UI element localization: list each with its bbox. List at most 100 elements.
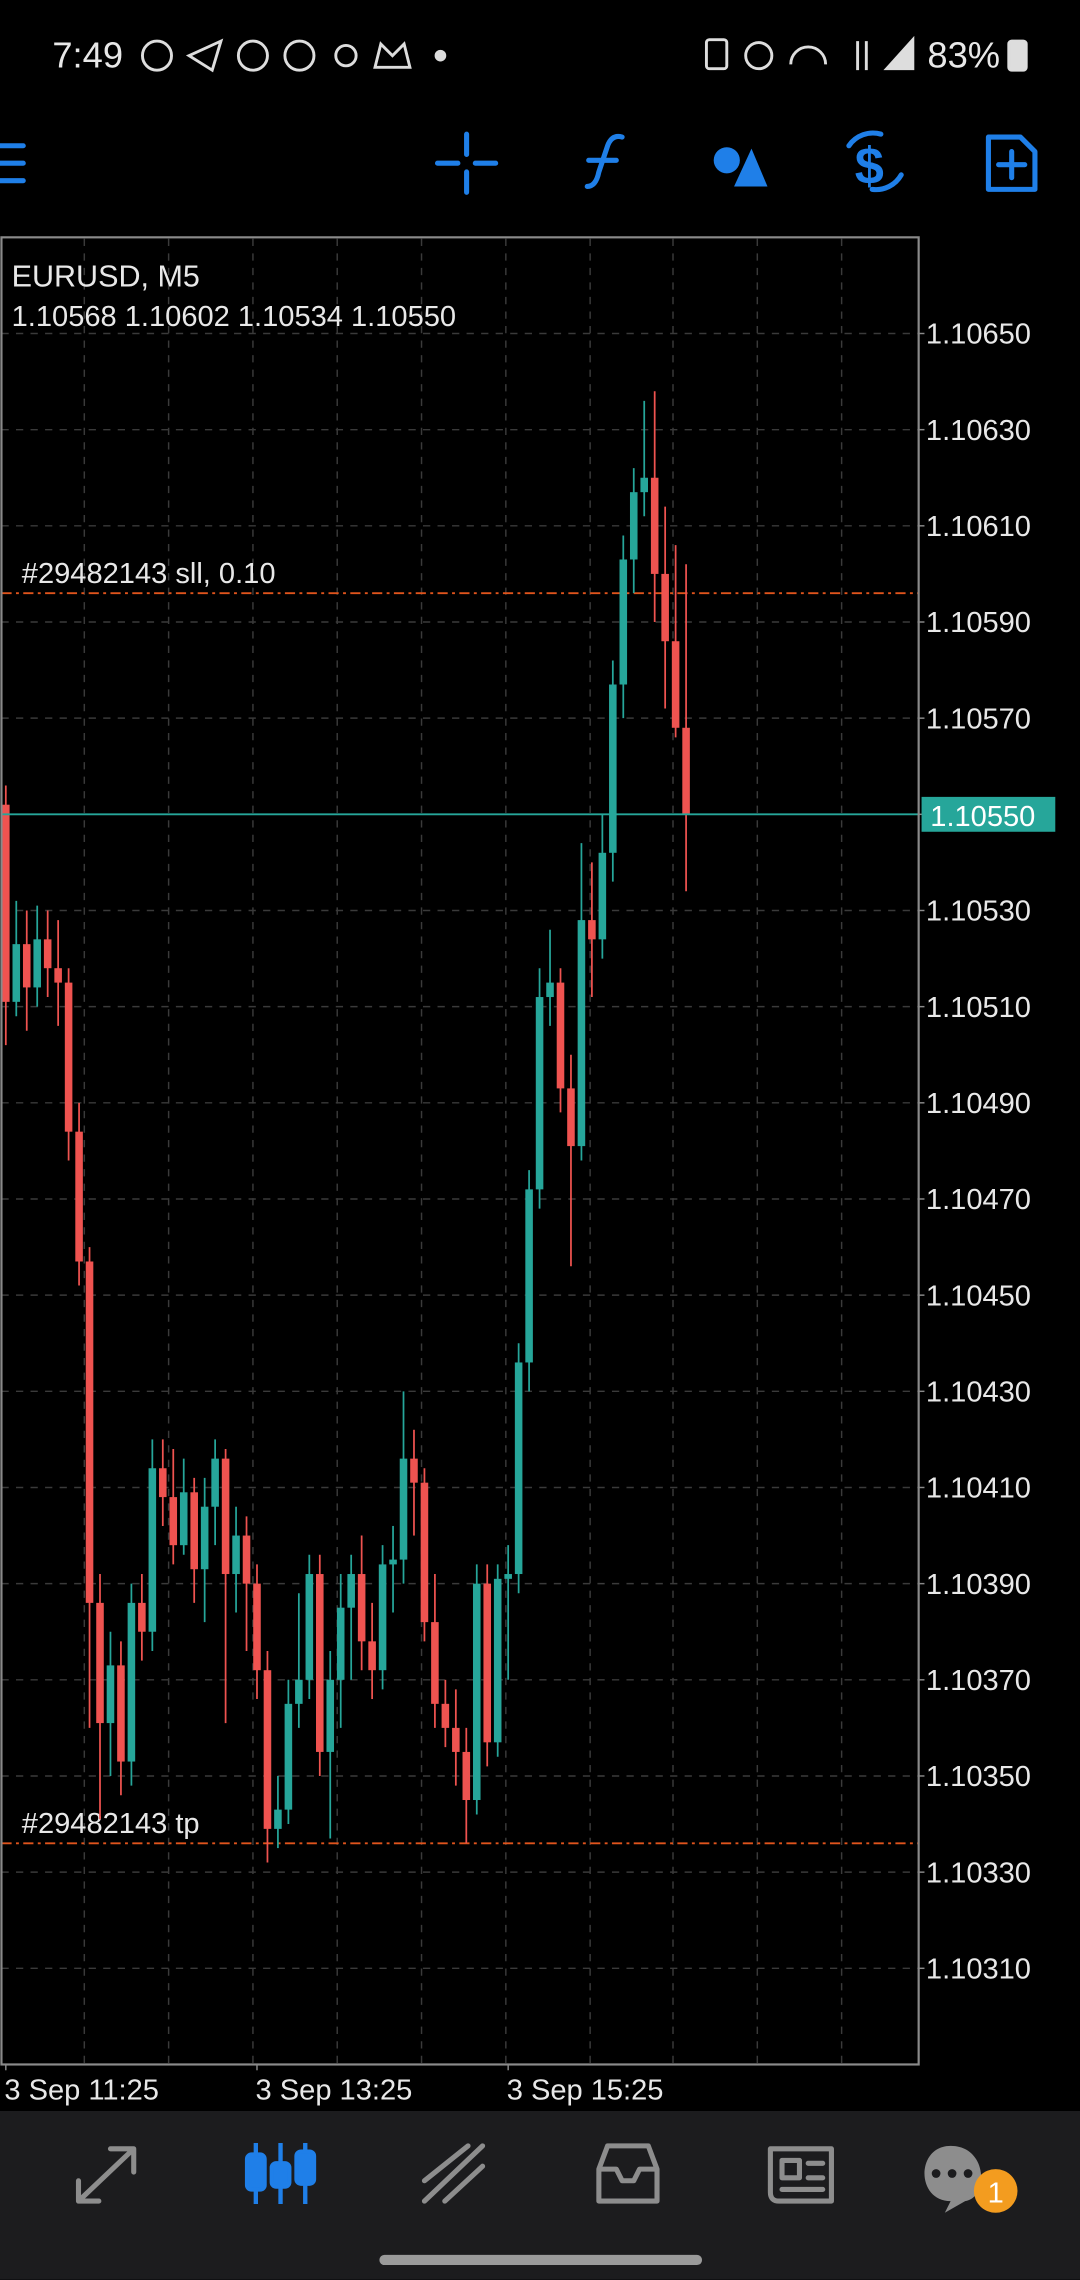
objects-button[interactable] (713, 147, 768, 187)
order-label: #29482143 tp (22, 1808, 200, 1840)
candle-body (159, 1468, 167, 1498)
y-tick-label: 1.10370 (926, 1665, 1031, 1697)
candle-body (357, 1574, 366, 1642)
candle-body (54, 968, 62, 983)
candle-body (410, 1458, 418, 1483)
candle-body (12, 944, 21, 1002)
chart-tab[interactable] (244, 2142, 317, 2205)
candle-body (75, 1131, 83, 1262)
candle-body (452, 1727, 460, 1752)
candle-body (295, 1679, 303, 1704)
candle-body (619, 559, 628, 685)
candle-body (316, 1574, 324, 1752)
news-tab[interactable] (767, 2146, 834, 2204)
candle-body (640, 477, 648, 493)
y-tick-label: 1.10610 (926, 511, 1031, 543)
quotes-tab[interactable] (75, 2146, 137, 2204)
candle-body (274, 1809, 282, 1829)
candle-body (284, 1703, 293, 1810)
candle-body (378, 1564, 387, 1671)
candle-body (221, 1458, 230, 1575)
candle-body (190, 1492, 198, 1570)
candle-body (431, 1622, 439, 1704)
candle-body (472, 1583, 481, 1801)
y-tick-label: 1.10490 (926, 1088, 1031, 1120)
candle-body (546, 982, 554, 998)
candle-body (504, 1574, 512, 1579)
candle-body (305, 1574, 314, 1680)
candle-body (106, 1665, 115, 1724)
candle-body (483, 1583, 492, 1743)
candle-body (2, 804, 10, 1002)
candle-body (33, 939, 41, 988)
y-tick-label: 1.10510 (926, 992, 1031, 1024)
order-label: #29482143 sll, 0.10 (22, 558, 276, 590)
candle-body (22, 944, 31, 988)
candle-body (117, 1665, 125, 1762)
candle-body (682, 727, 690, 815)
y-tick-label: 1.10530 (926, 896, 1031, 928)
candle-body (567, 1088, 575, 1147)
candle-body (535, 997, 544, 1190)
candle-body (85, 1261, 94, 1603)
y-tick-label: 1.10450 (926, 1280, 1031, 1312)
y-tick-label: 1.10630 (926, 415, 1031, 447)
candle-body (514, 1362, 523, 1575)
chart-ohlc: 1.10568 1.10602 1.10534 1.10550 (12, 301, 456, 333)
candle-body (200, 1506, 209, 1570)
history-tab[interactable] (596, 2143, 660, 2204)
candle-body (347, 1574, 355, 1608)
y-tick-label: 1.10470 (926, 1184, 1031, 1216)
y-tick-label: 1.10310 (926, 1953, 1031, 1985)
crosshair-button[interactable] (434, 131, 499, 195)
status-battery: 83% (927, 34, 1000, 75)
candle-body (169, 1497, 178, 1546)
toolbar: $ (0, 130, 1038, 196)
status-icons (140, 35, 1028, 73)
home-indicator (379, 2254, 703, 2266)
candle-body (525, 1189, 533, 1363)
y-tick-label: 1.10430 (926, 1376, 1031, 1408)
status-time: 7:49 (52, 34, 123, 75)
menu-button[interactable] (0, 143, 26, 184)
candle-body (493, 1578, 502, 1743)
candle-body (420, 1482, 429, 1623)
y-tick-label: 1.10330 (926, 1857, 1031, 1889)
candle-body (661, 573, 669, 642)
badge-count: 1 (988, 2178, 1004, 2210)
y-tick-label: 1.10590 (926, 607, 1031, 639)
trade-button[interactable]: $ (846, 130, 904, 196)
price-tag (921, 796, 1056, 832)
x-tick-label: 3 Sep 13:25 (256, 2074, 413, 2106)
candle-body (211, 1458, 219, 1507)
svg-text:$: $ (855, 138, 884, 196)
candle-body (138, 1602, 146, 1632)
candle-body (179, 1492, 188, 1546)
new-order-button[interactable] (985, 134, 1038, 192)
candle-body (64, 982, 73, 1132)
bottom-nav (0, 2110, 1080, 2280)
candle-body (650, 477, 659, 574)
candle-body (253, 1583, 261, 1671)
indicators-button[interactable] (584, 133, 625, 190)
chat-tab[interactable]: 1 (924, 2145, 1018, 2213)
candle-body (671, 641, 680, 728)
candle-body (577, 920, 586, 1147)
candle-body (148, 1468, 157, 1632)
candle-body (389, 1559, 397, 1565)
candle-body (588, 920, 596, 940)
x-tick-label: 3 Sep 15:25 (507, 2074, 664, 2106)
candle-body (609, 684, 617, 853)
candle-body (368, 1641, 376, 1671)
y-tick-label: 1.10350 (926, 1761, 1031, 1793)
candle-body (399, 1458, 408, 1560)
chart-title: EURUSD, M5 (12, 260, 200, 294)
candle-body (629, 492, 638, 560)
plot-frame (0, 236, 920, 2066)
y-tick-label: 1.10570 (926, 703, 1031, 735)
trade-tab[interactable] (421, 2143, 486, 2204)
y-tick-label: 1.10650 (926, 319, 1031, 351)
